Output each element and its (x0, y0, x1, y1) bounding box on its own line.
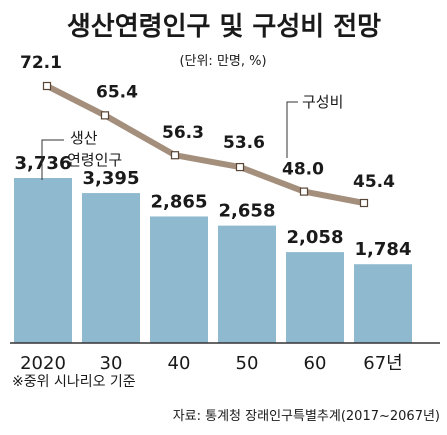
x-tick-label: 30 (100, 353, 123, 374)
bar-series-name-line1: 생산 (70, 129, 98, 147)
line-point (359, 198, 369, 208)
line-value-label: 48.0 (282, 160, 324, 180)
line-value-label: 72.1 (20, 53, 62, 73)
bar-3 (218, 225, 276, 343)
bar-series-name-line2: 연령인구 (67, 151, 122, 169)
chart-title: 생산연령인구 및 구성비 전망 (67, 12, 381, 42)
x-tick-labels: 2020 30 40 50 60 67년 (20, 353, 403, 374)
bar-value-label: 3,395 (83, 168, 140, 189)
footnote: ※중위 시나리오 기준 (12, 374, 136, 390)
line-series: 72.1 65.4 56.3 53.6 48.0 45.4 (20, 53, 395, 208)
source-note: 자료: 통계청 장래인구특별추계(2017~2067년) (173, 409, 440, 424)
x-tick-label: 67년 (363, 353, 402, 374)
line-series-leader (286, 101, 298, 158)
x-tick-label: 2020 (20, 353, 66, 374)
line-value-label: 45.4 (353, 172, 395, 192)
unit-label: (단위: 만명, %) (179, 54, 266, 69)
line-value-label: 53.6 (223, 133, 265, 153)
x-tick-label: 50 (236, 353, 259, 374)
bar-1 (82, 193, 140, 343)
x-tick-label: 60 (304, 353, 327, 374)
line-point (170, 151, 180, 160)
line-path (44, 83, 367, 206)
line-point (100, 111, 110, 120)
bar-5 (354, 264, 412, 343)
bar-0 (14, 178, 72, 343)
line-point (42, 81, 52, 91)
line-value-label: 56.3 (162, 123, 204, 143)
bar-series: 3,736 3,395 2,865 2,658 2,058 1,784 (14, 153, 412, 343)
bar-value-label: 2,865 (151, 191, 208, 212)
bar-value-label: 2,658 (219, 201, 276, 222)
bar-2 (150, 216, 208, 343)
line-value-label: 65.4 (96, 82, 138, 102)
line-point (299, 187, 309, 196)
bar-series-leader (41, 139, 64, 180)
bar-value-label: 3,736 (15, 153, 72, 174)
bar-4 (286, 252, 344, 343)
bar-value-label: 2,058 (287, 227, 344, 248)
line-series-name: 구성비 (302, 93, 343, 111)
x-tick-label: 40 (168, 353, 191, 374)
line-point (235, 162, 245, 172)
bar-value-label: 1,784 (355, 239, 412, 260)
